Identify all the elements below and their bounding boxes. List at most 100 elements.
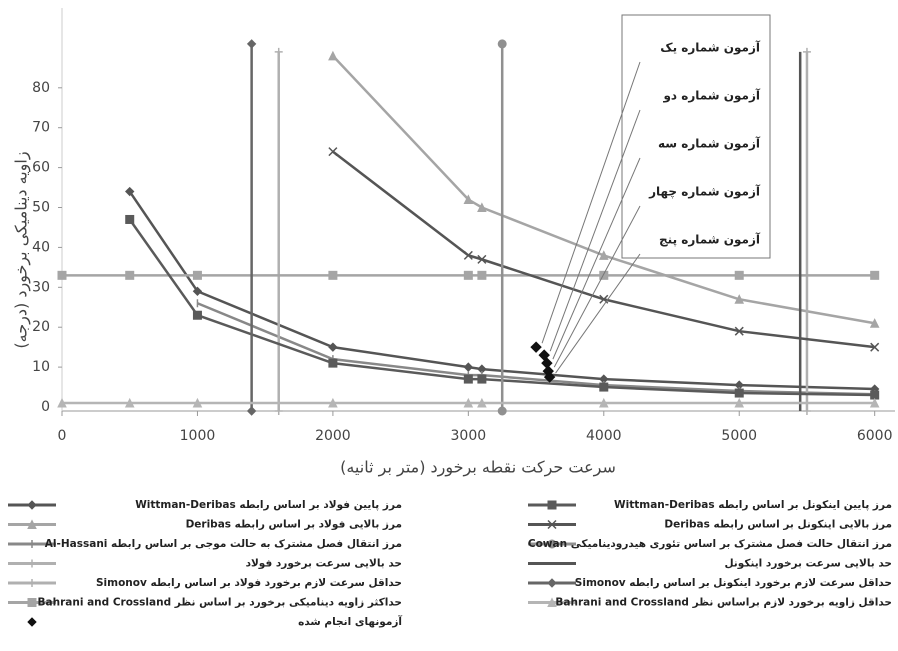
legend-label: مرز بالایی فولاد بر اساس رابطه Deribas — [186, 519, 402, 531]
marker — [125, 186, 135, 197]
marker — [328, 270, 338, 280]
annotation-box — [621, 14, 771, 259]
y-axis-title: زاویه دینامیکی برخورد (درجه) — [12, 151, 32, 348]
legend-marker — [27, 598, 37, 607]
marker — [124, 397, 135, 408]
marker — [869, 318, 880, 328]
y-tick-label: 80 — [32, 80, 50, 96]
legend-label: حداقل سرعت لازم برخورد اینکونل بر اساس ر… — [575, 577, 892, 589]
marker — [328, 50, 338, 61]
legend-label: حداقل زاویه برخورد لازم براساس نظر Bahra… — [555, 597, 892, 609]
legend-marker — [27, 617, 37, 627]
marker — [328, 147, 338, 157]
marker — [598, 250, 609, 260]
x-tick-label: 6000 — [857, 428, 893, 444]
annotation: آزمون شماره دو — [662, 88, 760, 104]
legend-label: مرز بالایی اینکونل بر اساس رابطه Deribas — [664, 519, 892, 531]
legend-marker — [27, 500, 37, 510]
series-line — [332, 150, 875, 349]
annotation: آزمون شماره سه — [658, 136, 761, 152]
y-tick-label: 60 — [32, 160, 50, 176]
series-line — [128, 218, 875, 397]
marker — [463, 250, 473, 260]
marker — [246, 406, 257, 416]
legend-marker — [547, 500, 557, 510]
legend-marker — [547, 519, 557, 530]
legend-label: آزمونهای انجام شده — [298, 615, 402, 628]
marker — [734, 388, 744, 398]
annotation-arrow — [552, 157, 641, 360]
y-tick-label: 0 — [41, 399, 50, 415]
marker — [598, 397, 609, 408]
y-tick-label: 40 — [32, 239, 50, 255]
x-tick-label: 4000 — [586, 428, 622, 444]
x-tick-label: 2000 — [315, 428, 351, 444]
annotation: آزمون شماره چهار — [648, 184, 761, 200]
legend-marker — [547, 597, 557, 607]
legend-label: حداکثر زاویه دینامیکی برخورد بر اساس نظر… — [38, 597, 402, 609]
marker — [57, 397, 67, 408]
annotation-arrow — [553, 205, 641, 368]
marker — [497, 406, 507, 416]
marker — [543, 371, 556, 383]
annotation: آزمون شماره یک — [660, 40, 761, 56]
legend-marker — [28, 559, 36, 568]
annotation-arrow — [549, 109, 641, 352]
legend-label: مرز پایین اینکونل بر اساس رابطه Wittman-… — [614, 499, 892, 511]
marker — [477, 374, 487, 384]
marker — [869, 397, 880, 408]
marker — [274, 47, 283, 56]
marker — [463, 397, 474, 408]
marker — [599, 382, 609, 392]
y-tick-label: 10 — [32, 359, 50, 375]
marker — [57, 270, 67, 280]
legend-label: حداقل سرعت لازم برخورد فولاد بر اساس راب… — [96, 577, 402, 589]
legend-label: مرز پایین فولاد بر اساس رابطه Wittman-De… — [135, 499, 402, 511]
marker — [734, 326, 744, 336]
series-line — [128, 190, 875, 391]
legend-marker — [28, 579, 36, 587]
marker — [125, 270, 135, 280]
marker — [246, 39, 257, 49]
marker — [477, 202, 487, 213]
marker — [599, 270, 609, 280]
marker — [328, 397, 338, 408]
series-line — [331, 55, 875, 325]
x-tick-label: 0 — [58, 428, 67, 444]
marker — [734, 294, 745, 304]
legend-marker — [547, 578, 557, 588]
annotation-arrow — [541, 61, 641, 344]
annotation: آزمون شماره پنج — [659, 232, 761, 248]
legend-label: مرز انتقال فصل مشترک به حالت موجی بر اسا… — [45, 538, 402, 550]
marker — [477, 397, 487, 408]
marker — [463, 374, 473, 384]
legend-marker — [547, 539, 557, 549]
marker — [274, 407, 283, 415]
x-tick-label: 3000 — [451, 428, 487, 444]
marker — [477, 254, 487, 264]
marker — [192, 270, 202, 280]
marker — [192, 310, 202, 320]
marker — [802, 407, 811, 415]
marker — [192, 397, 203, 408]
marker — [328, 358, 338, 368]
marker — [463, 270, 473, 280]
legend-label: مرز انتقال حالت فصل مشترک بر اساس تئوری … — [528, 538, 892, 550]
marker — [802, 47, 811, 56]
marker — [477, 270, 487, 280]
marker — [870, 342, 880, 352]
legend-label: حد بالایی سرعت برخورد فولاد — [246, 558, 402, 570]
marker — [530, 341, 542, 353]
marker — [734, 270, 744, 280]
marker — [463, 194, 474, 205]
marker — [328, 342, 338, 352]
marker — [192, 286, 203, 297]
x-tick-label: 1000 — [180, 428, 216, 444]
y-tick-label: 70 — [32, 120, 50, 136]
y-tick-label: 50 — [32, 200, 50, 216]
legend-label: حد بالایی سرعت برخورد اینکونل — [724, 558, 892, 570]
y-tick-label: 20 — [32, 319, 50, 335]
y-tick-label: 30 — [32, 279, 50, 295]
marker — [734, 397, 745, 408]
